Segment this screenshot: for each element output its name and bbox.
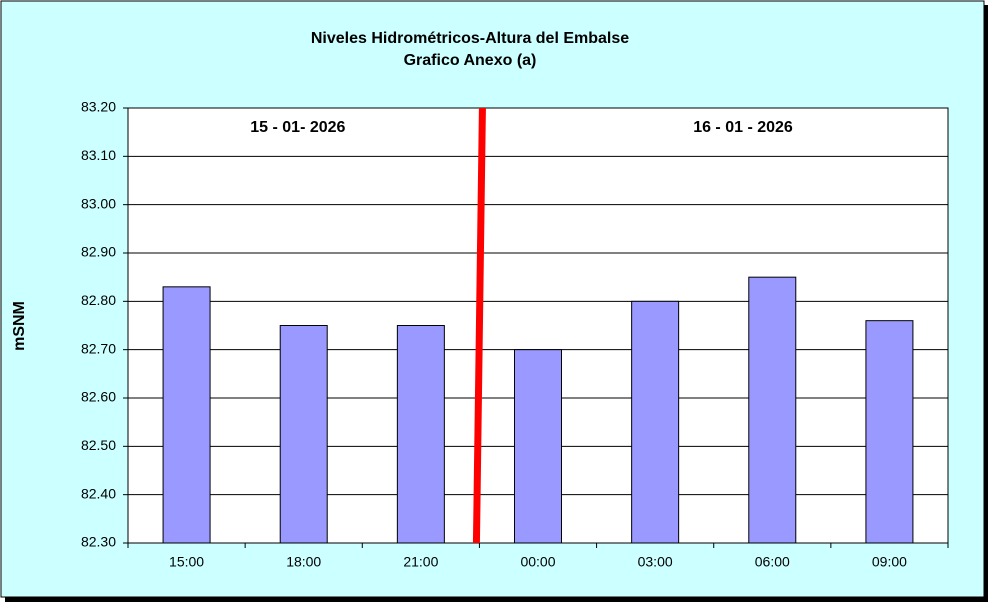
y-tick-label: 82.30 [81,534,116,550]
y-tick-label: 83.00 [81,195,116,211]
bar [865,320,914,544]
x-tick-label: 21:00 [403,554,438,570]
y-tick-label: 82.60 [81,389,116,405]
y-tick-label: 83.10 [81,147,116,163]
x-tick-label: 15:00 [169,554,204,570]
chart-title: Niveles Hidrométricos-Altura del Embalse [311,30,629,47]
y-tick-label: 82.80 [81,292,116,308]
y-tick-label: 83.20 [81,99,116,115]
date-divider [472,107,486,544]
bar [162,286,211,544]
x-tick-label: 00:00 [520,554,555,570]
x-tick-label: 03:00 [638,554,673,570]
y-tick-label: 82.70 [81,340,116,356]
y-axis-label: mSNM [11,301,28,351]
bar [279,325,328,544]
date-annotation: 15 - 01- 2026 [250,119,345,136]
bar [396,325,445,544]
chart-subtitle: Grafico Anexo (a) [404,52,537,69]
x-tick-label: 09:00 [872,554,907,570]
bar [631,300,680,544]
y-tick-label: 82.90 [81,244,116,260]
date-annotation: 16 - 01 - 2026 [693,119,793,136]
bar [748,276,797,544]
x-tick-label: 06:00 [755,554,790,570]
bar [514,349,562,544]
y-tick-label: 82.50 [81,437,116,453]
x-tick-label: 18:00 [286,554,321,570]
y-tick-label: 82.40 [81,485,116,501]
